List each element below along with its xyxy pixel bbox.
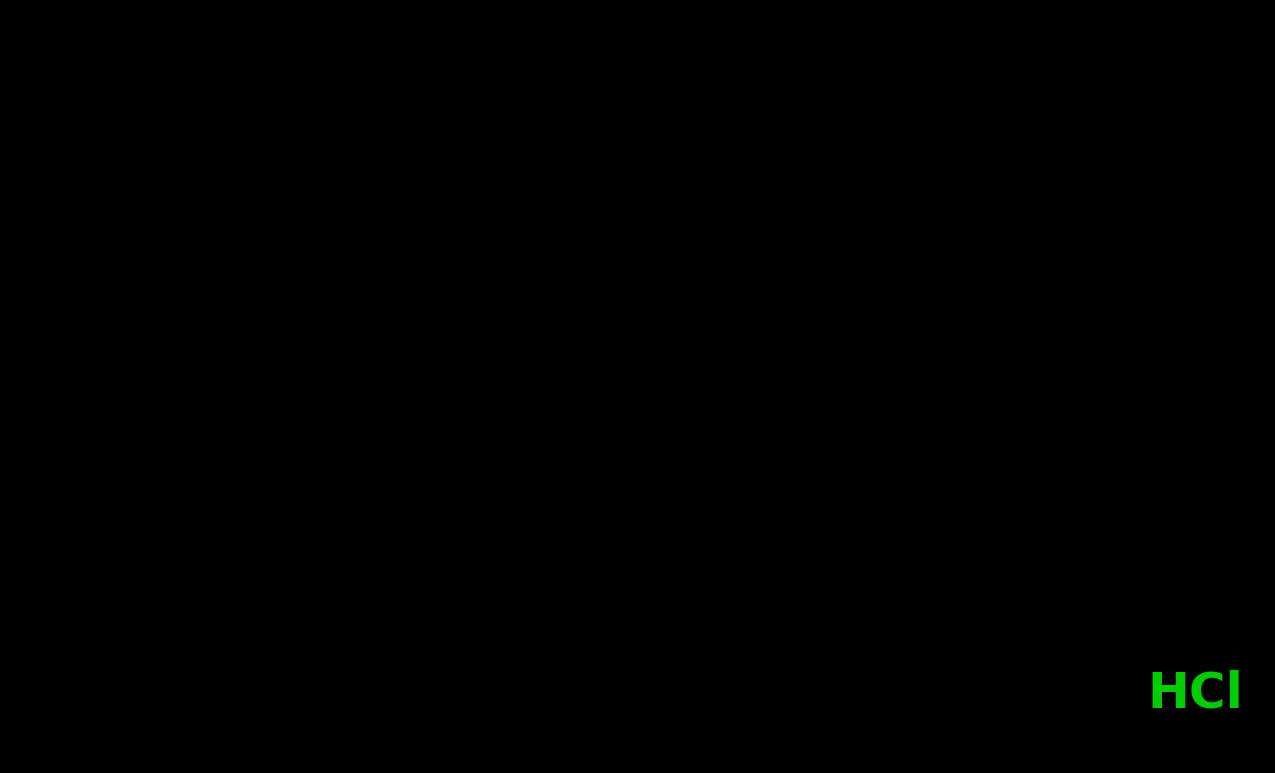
Text: HCl: HCl bbox=[1148, 669, 1243, 717]
